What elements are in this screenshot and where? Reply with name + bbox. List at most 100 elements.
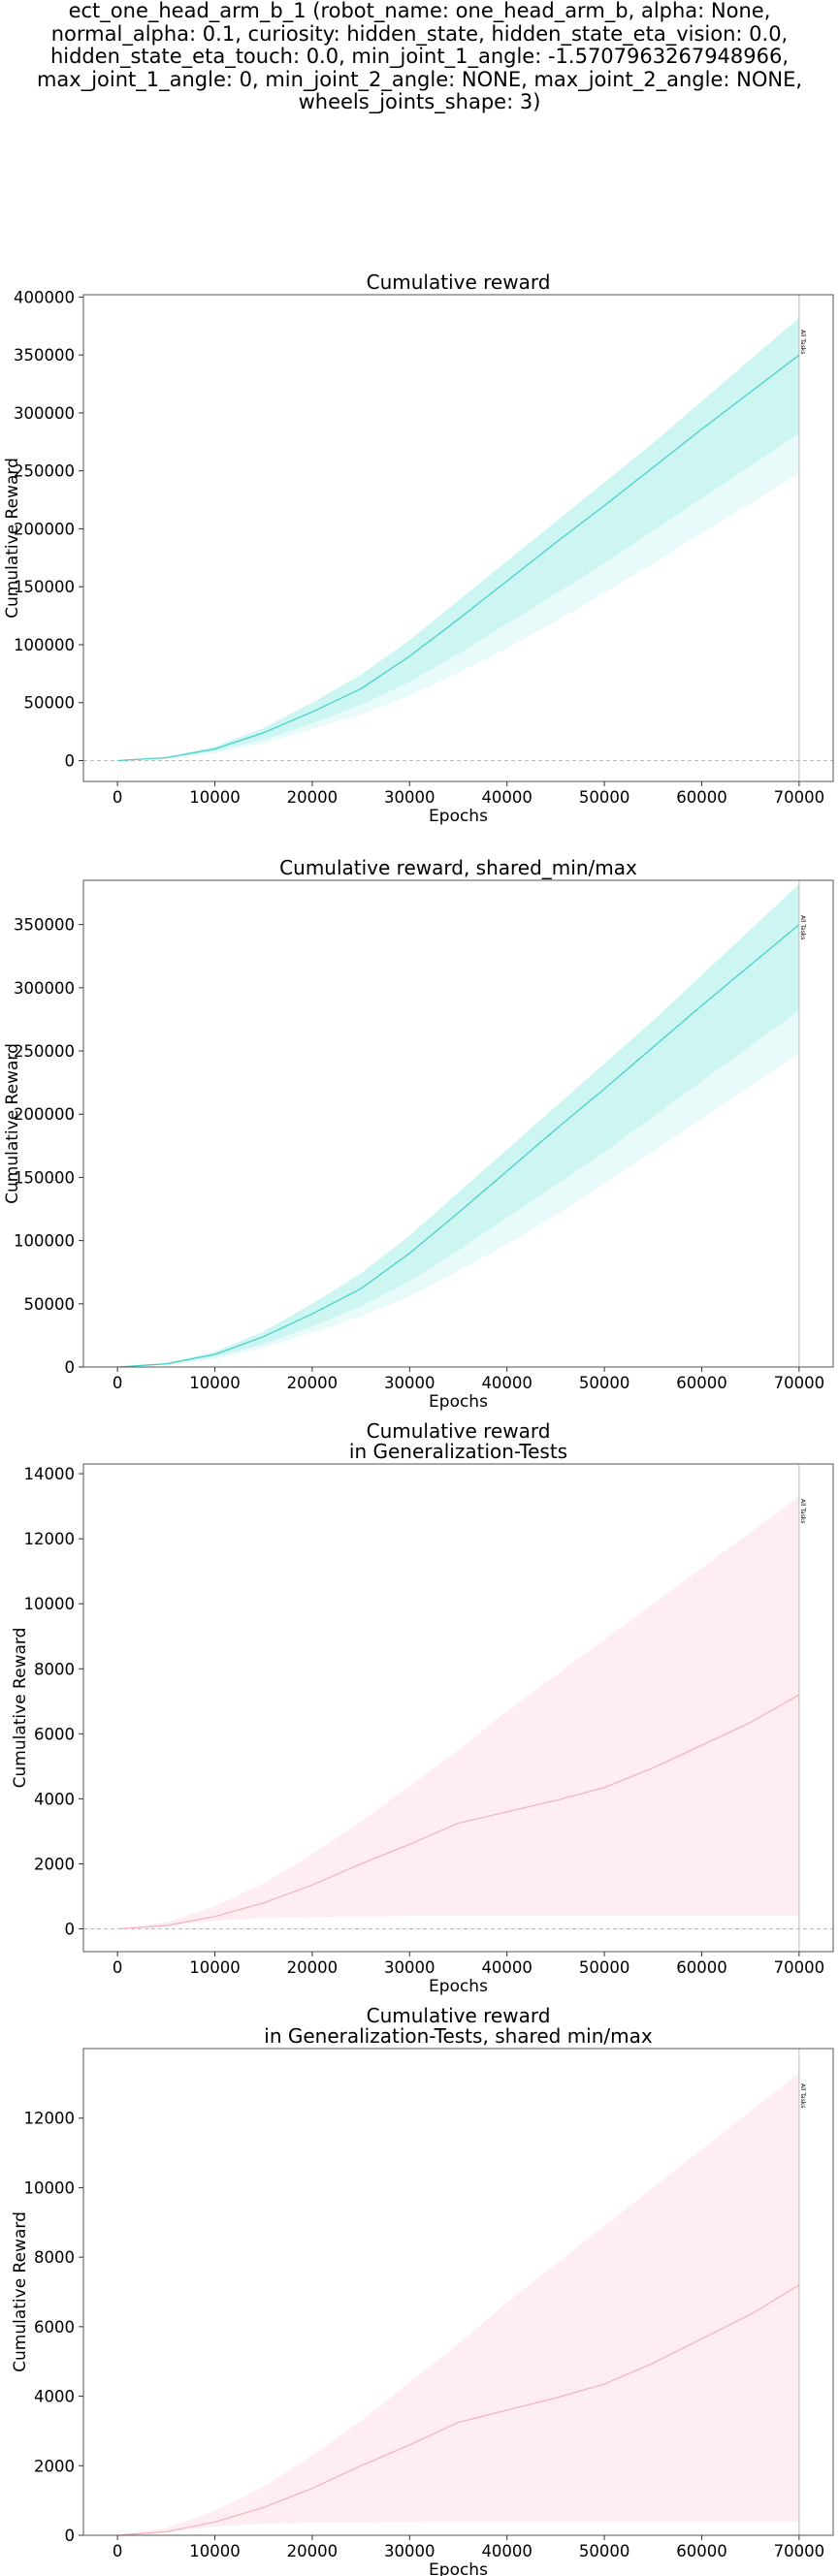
x-tick-label: 50000	[579, 1374, 630, 1392]
x-tick-label: 0	[113, 1374, 123, 1392]
y-tick-label: 4000	[34, 1790, 75, 1808]
y-tick-label: 12000	[24, 1530, 76, 1548]
suptitle-line: wheels_joints_shape: 3)	[298, 90, 541, 113]
y-tick-label: 6000	[34, 1725, 75, 1743]
axes-frame	[82, 1463, 834, 1953]
y-tick-label: 8000	[34, 1660, 75, 1678]
x-tick-label: 50000	[579, 788, 630, 807]
x-tick-label: 70000	[774, 2542, 825, 2560]
y-tick-label: 150000	[14, 1168, 75, 1187]
chart-title: in Generalization-Tests	[349, 1440, 567, 1463]
mean-line	[117, 354, 800, 762]
x-axis-label: Epochs	[429, 2560, 488, 2576]
suptitle-line: max_joint_1_angle: 0, min_joint_2_angle:…	[36, 67, 803, 91]
y-tick-label: 2000	[34, 2457, 75, 2475]
x-tick-label: 70000	[774, 1374, 825, 1392]
y-tick-label: 4000	[34, 2388, 75, 2406]
x-tick-label: 30000	[384, 788, 436, 807]
inner-band	[117, 883, 799, 1367]
suptitle-line: hidden_state_eta_touch: 0.0, min_joint_1…	[49, 45, 790, 68]
y-tick-label: 0	[65, 2527, 76, 2545]
min-max-band	[117, 2073, 799, 2535]
plot-area	[83, 317, 833, 762]
x-tick-label: 60000	[676, 1374, 727, 1392]
y-tick-label: 150000	[14, 578, 75, 596]
mean-line	[117, 1694, 800, 1930]
x-tick-label: 30000	[384, 1958, 436, 1977]
x-tick-label: 50000	[579, 2542, 630, 2560]
mean-line	[117, 924, 800, 1367]
suptitle-line: normal_alpha: 0.1, curiosity: hidden_sta…	[50, 21, 789, 46]
y-tick-label: 250000	[14, 1042, 75, 1061]
x-tick-label: 50000	[579, 1958, 630, 1977]
y-axis-label: Cumulative Reward	[11, 1628, 30, 1789]
x-axis-label: Epochs	[429, 1392, 488, 1412]
x-tick-label: 40000	[481, 1374, 532, 1392]
x-axis-label: Epochs	[429, 807, 488, 826]
vline-label: All Tasks	[799, 1499, 806, 1523]
x-tick-label: 10000	[189, 1958, 241, 1977]
y-tick-label: 300000	[14, 404, 75, 423]
axes-frame	[82, 879, 834, 1368]
y-tick-label: 50000	[24, 694, 76, 713]
mean-line	[117, 2284, 800, 2535]
x-tick-label: 10000	[189, 2542, 241, 2560]
y-tick-label: 0	[65, 1921, 76, 1939]
y-axis-label: Cumulative Reward	[3, 458, 22, 619]
plot-area	[117, 883, 800, 1367]
y-axis-label: Cumulative Reward	[3, 1043, 22, 1204]
y-tick-label: 0	[65, 1358, 76, 1377]
y-tick-label: 350000	[14, 346, 75, 365]
y-tick-label: 200000	[14, 520, 75, 538]
y-tick-label: 0	[65, 751, 76, 770]
y-tick-label: 10000	[24, 2178, 76, 2197]
outer-band	[117, 317, 799, 761]
y-tick-label: 300000	[14, 979, 75, 998]
chart-title: Cumulative reward	[367, 2004, 551, 2027]
y-tick-label: 100000	[14, 1232, 75, 1251]
x-tick-label: 70000	[774, 788, 825, 807]
x-tick-label: 60000	[676, 788, 727, 807]
chart-title: Cumulative reward	[367, 270, 551, 294]
figure-suptitle: ect_one_head_arm_b_1 (robot_name: one_he…	[0, 0, 839, 114]
min-max-band	[117, 1496, 799, 1929]
y-tick-label: 6000	[34, 2318, 75, 2337]
chart-title: Cumulative reward	[367, 1419, 551, 1443]
chart-title: Cumulative reward, shared_min/max	[279, 856, 637, 879]
y-tick-label: 200000	[14, 1105, 75, 1124]
x-tick-label: 20000	[287, 1374, 339, 1392]
x-tick-label: 20000	[287, 1958, 339, 1977]
x-tick-label: 10000	[189, 788, 241, 807]
x-tick-label: 60000	[676, 2542, 727, 2560]
outer-band	[117, 883, 799, 1367]
suptitle-line: ect_one_head_arm_b_1 (robot_name: one_he…	[68, 0, 771, 22]
y-tick-label: 100000	[14, 636, 75, 654]
y-tick-label: 400000	[14, 288, 75, 306]
x-tick-label: 20000	[287, 788, 339, 807]
x-axis-label: Epochs	[429, 1977, 488, 1996]
x-tick-label: 40000	[481, 788, 532, 807]
x-tick-label: 30000	[384, 1374, 436, 1392]
vline-label: All Tasks	[799, 2083, 806, 2108]
chart-1: All Tasks 0 10000 20000 30000 40000 50000 60000…	[3, 270, 834, 826]
x-tick-label: 70000	[774, 1958, 825, 1977]
x-tick-label: 10000	[189, 1374, 241, 1392]
vline-label: All Tasks	[799, 915, 806, 939]
inner-band	[117, 317, 799, 761]
axes-frame	[82, 294, 834, 782]
y-tick-label: 14000	[24, 1465, 76, 1483]
y-tick-label: 10000	[24, 1595, 76, 1613]
y-tick-label: 250000	[14, 462, 75, 481]
x-tick-label: 20000	[287, 2542, 339, 2560]
x-tick-label: 0	[113, 788, 123, 807]
y-axis-label: Cumulative Reward	[11, 2211, 30, 2372]
y-tick-label: 2000	[34, 1855, 75, 1873]
chart-2: All Tasks 0 10000 20000 30000 40000 50000 60000…	[3, 856, 834, 1412]
axes-frame	[82, 2048, 834, 2536]
chart-title: in Generalization-Tests, shared min/max	[264, 2024, 653, 2048]
x-tick-label: 0	[113, 1958, 123, 1977]
